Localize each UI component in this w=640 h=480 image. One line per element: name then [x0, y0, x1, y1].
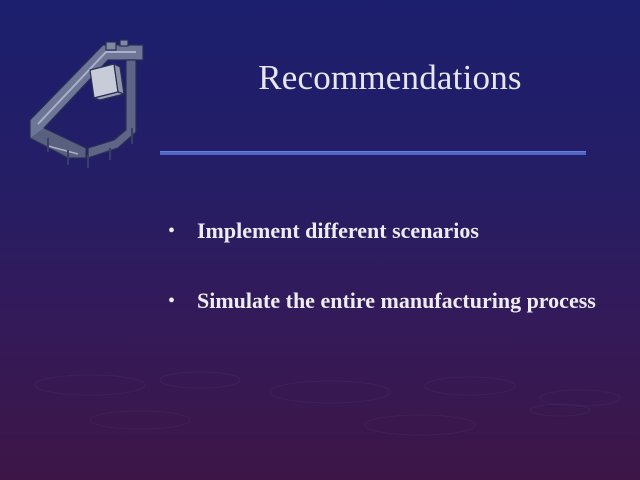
bullet-text: Implement different scenarios: [197, 218, 479, 243]
bullet-marker: •: [168, 290, 176, 312]
slide-title: Recommendations: [258, 58, 522, 97]
bullet-list: • Implement different scenarios • Simula…: [168, 216, 608, 356]
list-item: • Simulate the entire manufacturing proc…: [168, 286, 608, 316]
conveyor-machine-icon: [29, 39, 144, 168]
title-divider: [160, 151, 586, 155]
bullet-text: Simulate the entire manufacturing proces…: [197, 288, 596, 313]
list-item: • Implement different scenarios: [168, 216, 608, 246]
bullet-marker: •: [168, 220, 176, 242]
